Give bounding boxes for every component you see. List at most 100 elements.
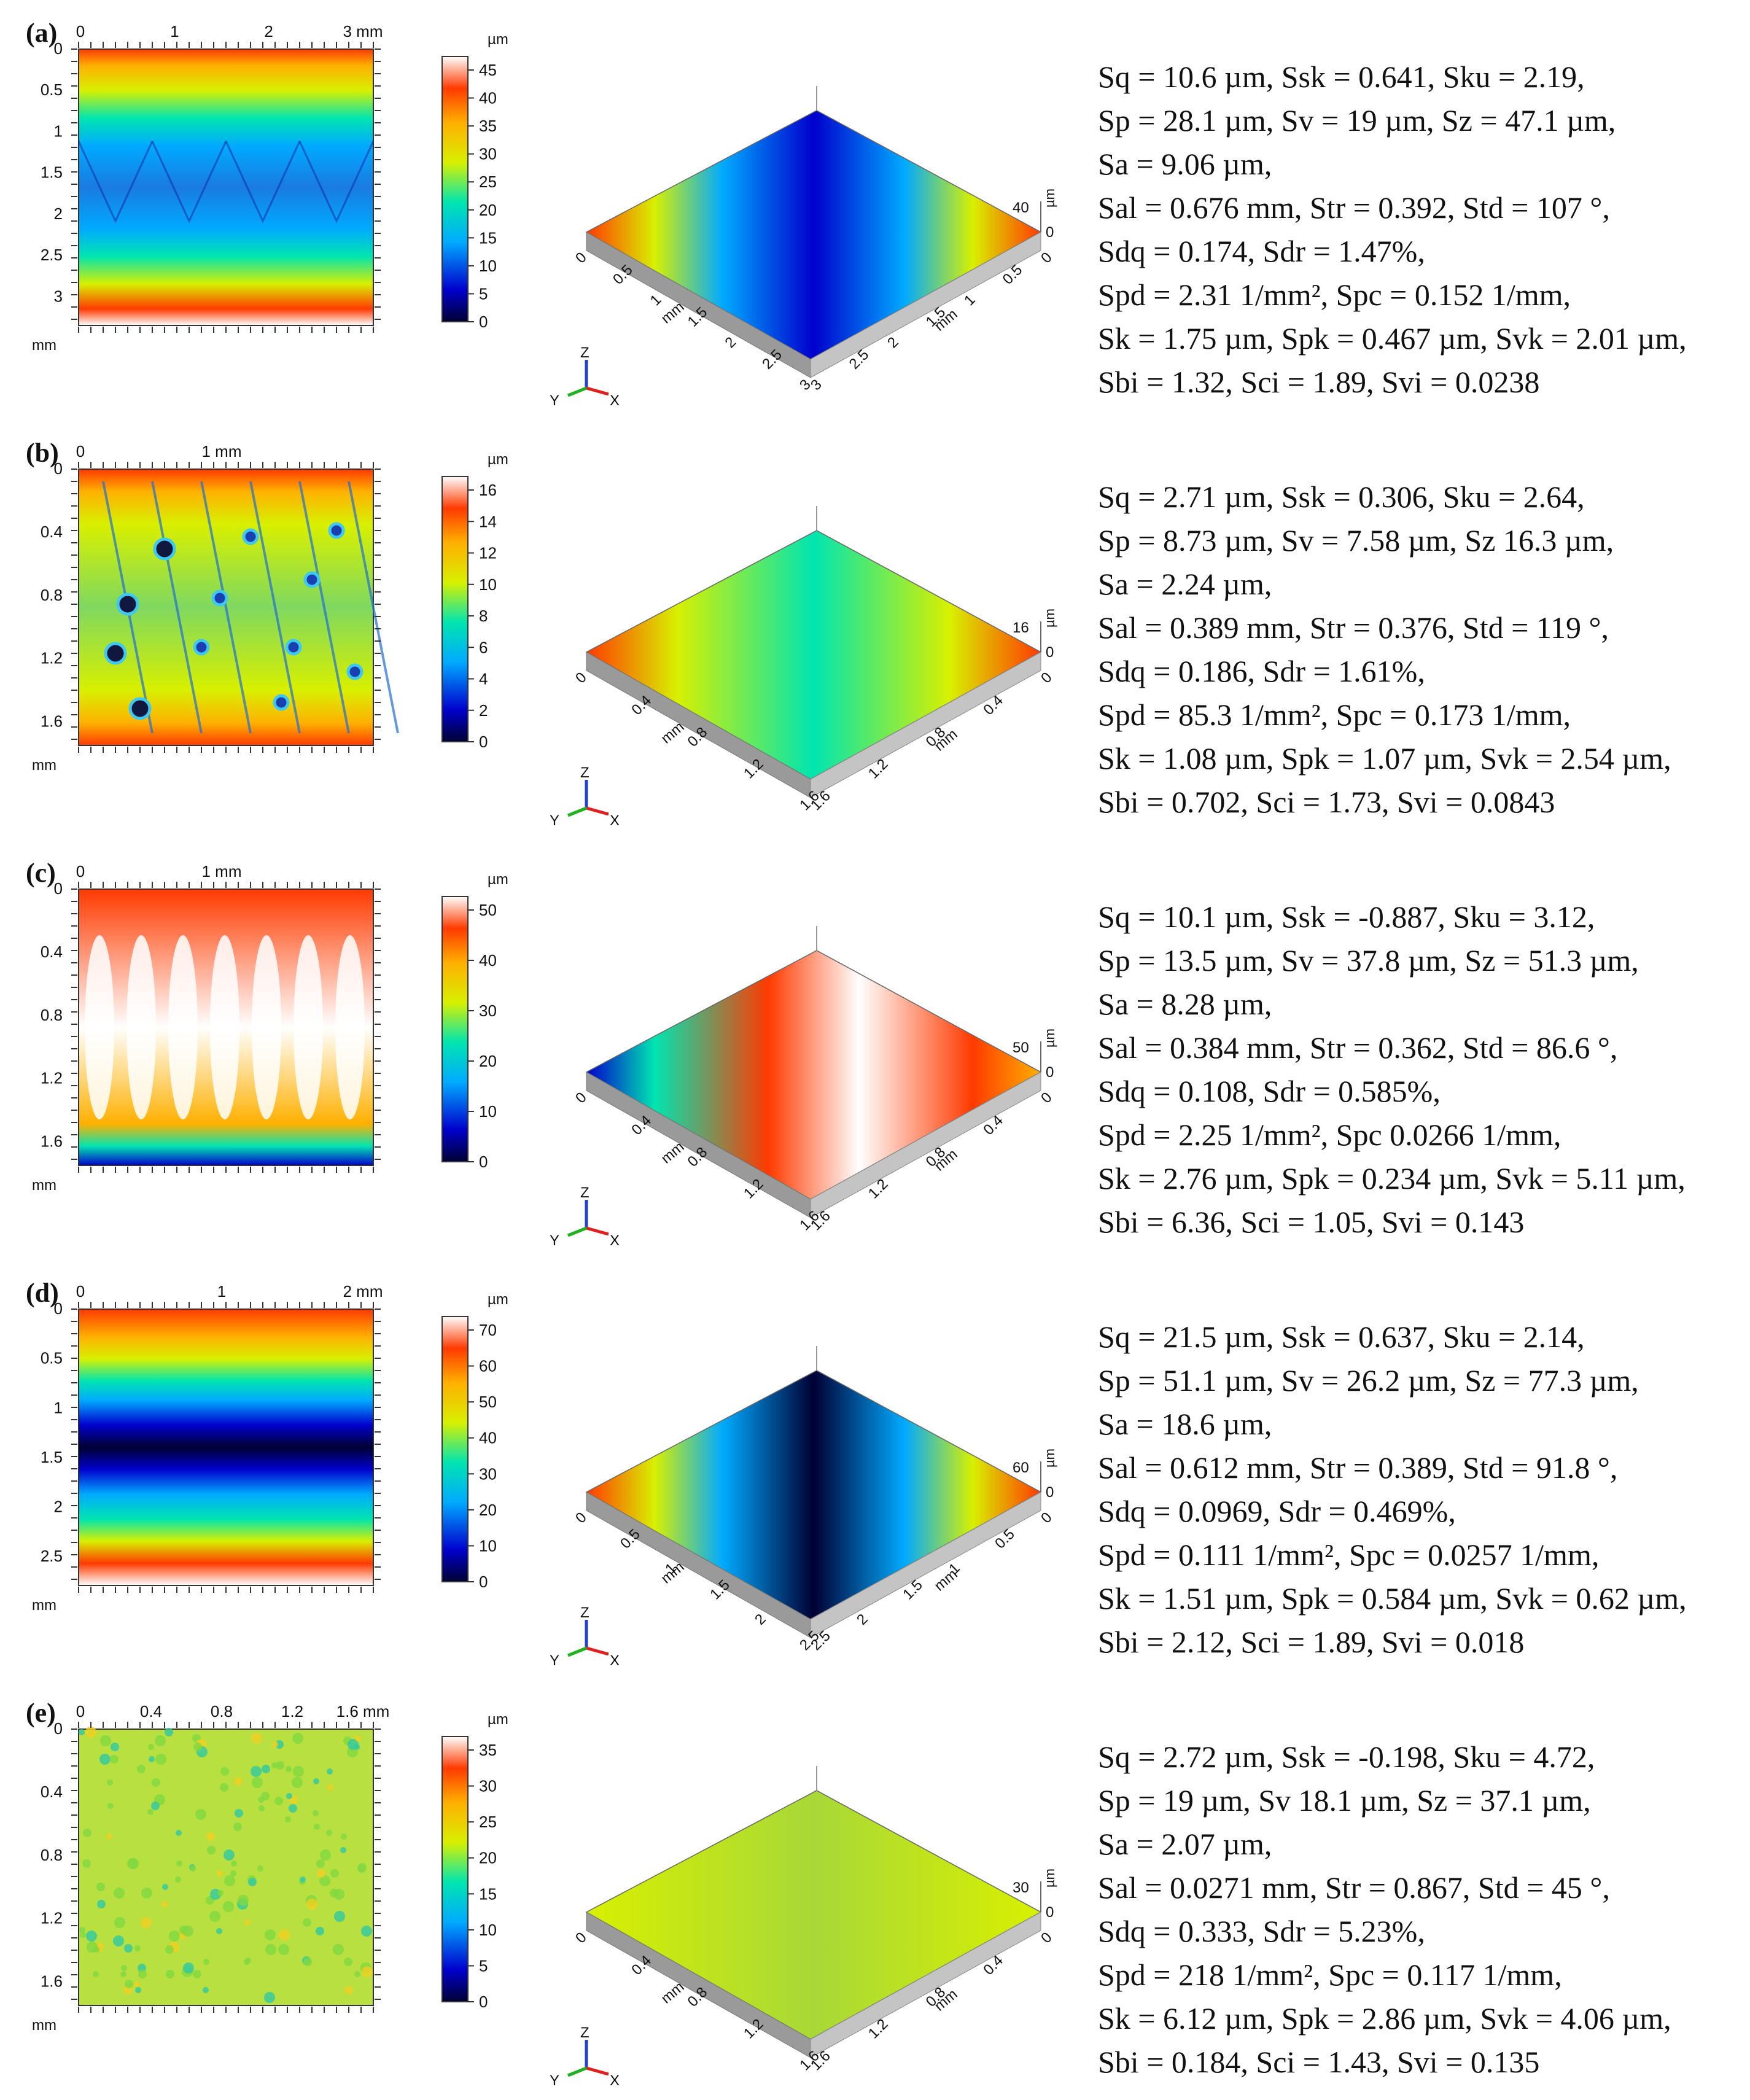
texture-speck — [114, 1888, 125, 1899]
texture-speck — [223, 1901, 234, 1912]
colorbar-tick-label: 40 — [479, 951, 497, 970]
triad-y-label: Y — [550, 392, 559, 409]
map-y-tick-label: 0.4 — [41, 943, 63, 961]
texture-speck — [279, 1929, 290, 1940]
texture-speck — [87, 1942, 98, 1953]
colorbar — [441, 1316, 469, 1582]
colorbar-tick-label: 25 — [479, 1813, 497, 1831]
texture-speck — [361, 1926, 372, 1937]
parameter-line: Sa = 8.28 µm, — [1098, 987, 1272, 1021]
texture-speck — [176, 1861, 182, 1867]
map-x-tick-label: 1 mm — [202, 442, 242, 461]
ridge-peak — [335, 935, 365, 1119]
texture-speck — [251, 1733, 262, 1744]
map-axis-unit: mm — [32, 1177, 56, 1194]
texture-speck — [121, 1965, 127, 1971]
surface-plots: 0 1 mm 0 0.4 0.8 1.2 1.6 mm µm 16 14 12 10 8 6 4 2 0 16 0 µm… — [32, 442, 1057, 829]
parameter-line: Sbi = 6.36, Sci = 1.05, Svi = 0.143 — [1098, 1205, 1525, 1239]
parameter-line: Sdq = 0.0969, Sdr = 0.469%, — [1098, 1494, 1456, 1528]
scratch-line — [298, 141, 375, 224]
dimple — [211, 589, 228, 607]
colorbar — [441, 1736, 469, 2002]
ridge-peak — [126, 935, 156, 1119]
texture-speck — [161, 1901, 168, 1907]
texture-speck — [169, 1931, 180, 1942]
surface-3d-side — [810, 1491, 1041, 1638]
parameter-line: Sa = 2.24 µm, — [1098, 567, 1272, 601]
texture-speck — [79, 1729, 85, 1735]
texture-speck — [137, 1765, 146, 1773]
colorbar-tick-label: 5 — [479, 284, 488, 303]
colorbar-tick-label: 35 — [479, 1741, 497, 1759]
triad-y-label: Y — [550, 2072, 559, 2089]
z-axis-unit: µm — [1042, 1029, 1057, 1048]
map-y-tick-label: 0 — [54, 879, 63, 898]
map-y-tick-label: 0 — [54, 459, 63, 478]
parameter-line: Sq = 10.1 µm, Ssk = -0.887, Sku = 3.12, — [1098, 900, 1595, 934]
surface-plots: 0 0.4 0.8 1.2 1.6 mm 0 0.4 0.8 1.2 1.6 mm µm 35 30 25 2… — [32, 1702, 1057, 2089]
map-x-tick-label: 1 — [217, 1282, 226, 1301]
dimple — [285, 639, 302, 656]
parameter-line: Sp = 51.1 µm, Sv = 26.2 µm, Sz = 77.3 µm… — [1098, 1363, 1639, 1398]
map-y-tick-label: 0.5 — [41, 80, 63, 99]
texture-speck — [235, 1809, 243, 1818]
y3d-tick-label: 2 — [884, 334, 902, 352]
dimple — [346, 663, 364, 680]
texture-speck — [217, 1870, 223, 1876]
triad-x-label: X — [610, 1232, 620, 1249]
texture-speck — [203, 1987, 209, 1993]
colorbar-tick-label: 25 — [479, 173, 497, 191]
texture-speck — [340, 1847, 346, 1853]
surface-parameters: Sq = 10.6 µm, Ssk = 0.641, Sku = 2.19, Sp… — [1098, 55, 1687, 404]
scratch-line — [151, 481, 203, 734]
dimple — [273, 694, 290, 711]
texture-speck — [220, 1767, 229, 1776]
texture-speck — [138, 1970, 147, 1978]
texture-speck — [193, 1743, 202, 1751]
colorbar-tick-label: 20 — [479, 1052, 497, 1070]
parameter-line: Spd = 2.25 1/mm², Spc 0.0266 1/mm, — [1098, 1118, 1561, 1152]
map-x-tick-label: 0 — [76, 442, 85, 461]
figure-panel: (b) 0 1 mm 0 0.4 0.8 1.2 1.6 mm µm 16 14 12 10 8 6 4 2 0 16… — [0, 420, 1750, 840]
triad-y-label: Y — [550, 1232, 559, 1249]
surface-parameters: Sq = 2.71 µm, Ssk = 0.306, Sku = 2.64, Sp… — [1098, 475, 1671, 824]
texture-speck — [99, 1754, 111, 1765]
map-y-tick-label: 0 — [54, 39, 63, 58]
dimple — [104, 642, 127, 665]
parameter-line: Sbi = 1.32, Sci = 1.89, Svi = 0.0238 — [1098, 365, 1540, 399]
ridge-peak — [210, 935, 239, 1119]
texture-speck — [111, 1743, 119, 1751]
texture-speck — [274, 1797, 283, 1805]
texture-speck — [203, 1959, 209, 1965]
z-axis-unit: µm — [1042, 609, 1057, 628]
x3d-tick-label: 0 — [572, 249, 590, 267]
texture-speck — [344, 1986, 353, 1994]
texture-speck — [96, 1883, 105, 1891]
dimple — [128, 697, 152, 720]
parameter-line: Sp = 28.1 µm, Sv = 19 µm, Sz = 47.1 µm, — [1098, 103, 1616, 138]
colorbar-tick-label: 35 — [479, 117, 497, 135]
parameter-line: Sa = 9.06 µm, — [1098, 147, 1272, 181]
parameter-line: Sal = 0.384 mm, Str = 0.362, Std = 86.6 … — [1098, 1030, 1618, 1065]
triad-y-arrow — [567, 2066, 587, 2077]
surface-3d-top — [585, 1370, 1042, 1620]
colorbar-tick-label: 10 — [479, 1921, 497, 1939]
map-y-tick-label: 1.6 — [41, 1972, 63, 1991]
texture-speck — [316, 1859, 325, 1868]
colorbar-tick-label: 50 — [479, 901, 497, 919]
texture-speck — [83, 1829, 91, 1837]
surface-3d-top — [585, 110, 1042, 360]
z-tick-label: 16 — [1013, 620, 1029, 636]
parameter-line: Sp = 8.73 µm, Sv = 7.58 µm, Sz 16.3 µm, — [1098, 523, 1614, 558]
texture-speck — [149, 1756, 155, 1762]
colorbar-tick-label: 10 — [479, 1536, 497, 1555]
parameter-line: Spd = 218 1/mm², Spc = 0.117 1/mm, — [1098, 1958, 1562, 1992]
texture-speck — [300, 1876, 306, 1883]
map-x-tick-label: 0 — [76, 862, 85, 881]
texture-speck — [362, 1966, 373, 1977]
texture-speck — [313, 1778, 319, 1784]
z-tick-label: 0 — [1046, 224, 1054, 241]
surface-3d-top — [585, 530, 1042, 780]
map-x-tick-label: 1.6 mm — [336, 1702, 390, 1721]
